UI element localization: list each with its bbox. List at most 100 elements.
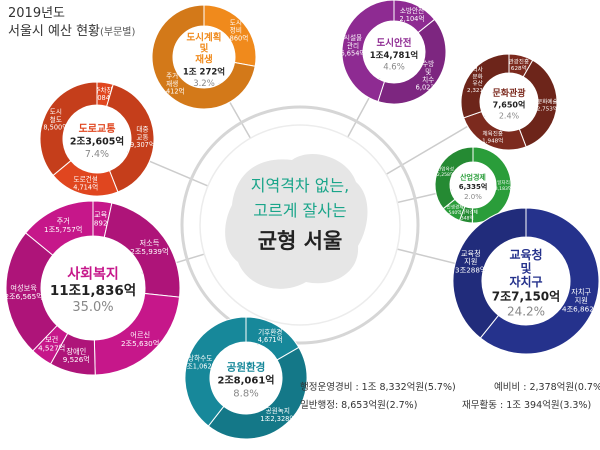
slogan-line-3: 균형 서울: [258, 229, 343, 253]
slice-label: 교육청: [461, 249, 481, 258]
sector-total: 11조1,836억: [50, 283, 136, 299]
sector-total: 2조8,061억: [218, 375, 275, 387]
slice-label: 어르신: [130, 330, 150, 339]
slice-value-label: 4조6,862억: [562, 304, 600, 313]
chart-year: 2019년도: [8, 6, 66, 21]
slice-value-label: 4,714억: [73, 183, 98, 191]
slice-value-label: 2조6,565억: [4, 292, 42, 301]
donut-center: [364, 22, 424, 82]
slice-label: 여성보육: [10, 284, 37, 293]
sector-total: 1조4,781억: [370, 50, 418, 61]
slice-value-label: 7,412억: [160, 88, 185, 96]
slice-label: 문화: [472, 73, 482, 80]
donut-center: [483, 238, 569, 324]
slice-label: 유산: [472, 79, 482, 87]
slice-label: 소방안전: [400, 6, 424, 15]
sector-percent: 24.2%: [507, 305, 545, 319]
slice-value-label: 2,258억: [437, 171, 454, 178]
slice-label: 문화예술: [537, 97, 558, 105]
sector-name: 재생: [195, 53, 212, 65]
sector-percent: 2.4%: [499, 112, 520, 121]
slice-label: 주거: [166, 71, 178, 80]
sector-name: 교육청: [509, 247, 542, 262]
slice-label: 민생경제: [447, 203, 464, 210]
slice-value-label: 1조2,328억: [260, 415, 295, 423]
sector-name: 문화관광: [492, 87, 526, 99]
background-layer: [92, 51, 527, 379]
slice-value-label: 8,500억: [43, 124, 68, 132]
donut-center: [211, 343, 281, 413]
slice-value-label: 3,183억: [495, 185, 512, 192]
donut-center: [174, 27, 234, 87]
sector-percent: 7.4%: [85, 149, 109, 160]
chart-title-block: 2019년도 서울시 예산 현황(부문별): [8, 6, 135, 41]
slice-value-label: 1조5,757억: [44, 225, 82, 234]
donut-slice: [207, 346, 308, 440]
donut-slice: [151, 4, 256, 110]
slice-value-label: 1조1,062억: [183, 362, 218, 370]
slice-label: 도로건설: [74, 174, 98, 183]
slice-label: 산업육성: [437, 165, 454, 172]
slice-label: 사회적경제: [457, 209, 478, 216]
chart-title: 서울시 예산 현황: [8, 24, 100, 39]
slice-value-label: 2,860억: [223, 34, 248, 42]
slice-label: 체육진흥: [482, 129, 503, 137]
slice-label: 및: [425, 68, 431, 76]
donut-slice: [39, 81, 98, 177]
slice-value-label: 3,892억: [87, 219, 114, 228]
slice-label: 보건: [45, 335, 58, 344]
slice-label: 수방: [422, 59, 434, 68]
slice-value-label: 4,527억: [38, 344, 65, 353]
slice-label: 정비: [230, 26, 242, 35]
slice-label: 주거: [57, 217, 70, 226]
slogan-line-1: 지역격차 없는,: [251, 176, 350, 195]
slice-label: 주차장: [94, 85, 112, 94]
sector-percent: 3.2%: [193, 79, 215, 89]
sector-name: 도시안전: [377, 37, 412, 49]
slice-value-label: 2,321억: [467, 86, 488, 94]
donut-slice: [24, 200, 94, 256]
slice-label: 시설물: [344, 34, 362, 42]
sector-percent: 35.0%: [72, 300, 113, 315]
footer-reserve: 예비비 : 2,378억원(0.7%): [494, 382, 600, 393]
donut-slice: [106, 83, 155, 193]
donut-slice: [377, 18, 447, 105]
slice-value-label: 628억: [511, 64, 527, 72]
slice-label: 도시: [50, 108, 62, 116]
slice-label: 역사: [472, 65, 482, 73]
sector-total: 1조 272억: [183, 66, 225, 77]
slice-value-label: 2,104억: [399, 15, 424, 23]
slice-value-label: 1,084억: [91, 94, 116, 102]
slice-value-label: 4,671억: [258, 336, 283, 344]
donut-slice: [479, 207, 600, 355]
sector-name: 자치구: [509, 274, 542, 289]
slice-value-label: 6,023억: [416, 84, 441, 92]
footer-financial: 재무활동 : 1조 394억원(3.3%): [462, 400, 592, 411]
sector-percent: 2.0%: [464, 193, 482, 201]
slice-label: 기후환경: [258, 327, 282, 336]
slice-label: 관광진흥: [509, 57, 530, 65]
sector-percent: 4.6%: [383, 62, 405, 72]
donut-center: [42, 237, 144, 339]
donut-slice: [452, 207, 527, 339]
sector-name: 공원환경: [227, 361, 266, 374]
donut-center: [481, 74, 537, 130]
chart-subtitle: (부문별): [100, 27, 136, 38]
slice-label: 철도: [50, 115, 62, 124]
sector-total: 2조3,605억: [70, 136, 124, 148]
seoul-map-shape: [225, 154, 368, 289]
slice-label: 도시: [230, 19, 242, 27]
sector-name: 도로교통: [79, 123, 116, 135]
hub-outer-ring: [180, 105, 420, 345]
footer-general-admin: 일반행정: 8,653억원(2.7%): [300, 400, 418, 411]
slogan-line-2: 고르게 잘사는: [253, 201, 346, 220]
slice-label: 지원: [464, 257, 477, 266]
slice-label: 자치구: [571, 287, 591, 296]
slice-label: 장애인: [66, 347, 86, 356]
sector-total: 7,650억: [493, 100, 526, 110]
